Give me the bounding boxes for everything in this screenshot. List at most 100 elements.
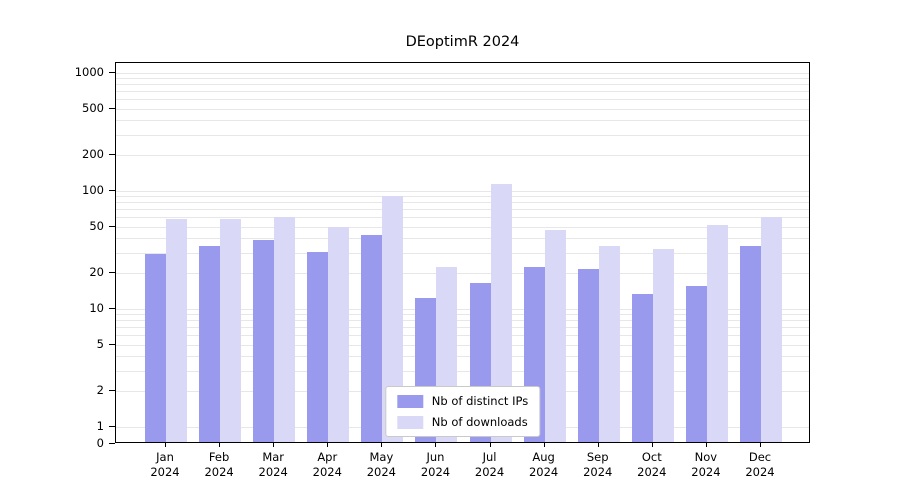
plot-area: Nb of distinct IPs Nb of downloads xyxy=(115,62,810,443)
y-tick-label: 10 xyxy=(89,301,104,315)
y-tick-mark xyxy=(109,72,115,73)
bar-downloads xyxy=(220,218,242,442)
x-tick-label-month: Jul xyxy=(482,450,497,464)
gridline xyxy=(116,91,809,93)
gridline xyxy=(116,344,809,346)
gridline xyxy=(116,191,809,192)
x-tick-label: Apr 2024 xyxy=(292,450,362,480)
legend-label-distinct-ips: Nb of distinct IPs xyxy=(431,394,529,408)
bar-downloads xyxy=(274,216,296,442)
bar-downloads xyxy=(706,224,728,442)
legend-item-distinct-ips: Nb of distinct IPs xyxy=(396,394,529,408)
bar-downloads xyxy=(382,195,404,442)
bar-downloads xyxy=(761,216,782,442)
x-tick-mark xyxy=(543,443,545,447)
legend-item-downloads: Nb of downloads xyxy=(396,415,528,429)
x-tick-label-year: 2024 xyxy=(691,465,721,479)
x-tick-label-month: Nov xyxy=(694,450,718,464)
x-tick-label-month: Jun xyxy=(426,450,445,464)
x-tick-label-year: 2024 xyxy=(637,465,667,479)
gridline xyxy=(116,252,809,254)
gridline xyxy=(116,273,809,275)
x-tick-label: Jan 2024 xyxy=(130,450,200,480)
legend-swatch-distinct-ips xyxy=(396,394,423,408)
x-tick-label-month: Feb xyxy=(208,450,230,464)
x-tick-mark xyxy=(273,443,275,447)
gridline xyxy=(116,73,809,74)
x-tick-mark xyxy=(705,443,707,447)
gridline xyxy=(116,320,809,322)
x-tick-label-month: Mar xyxy=(262,450,285,464)
y-tick-label: 1 xyxy=(96,419,104,433)
x-tick-label-year: 2024 xyxy=(366,465,396,479)
bar-distinct-ips xyxy=(361,234,383,442)
x-tick-label-year: 2024 xyxy=(474,465,505,479)
gridline xyxy=(116,155,809,157)
gridline xyxy=(116,355,809,357)
y-tick-mark xyxy=(109,443,115,444)
gridline xyxy=(116,209,809,211)
x-tick-label: Feb 2024 xyxy=(184,450,254,480)
chart-title: DEoptimR 2024 xyxy=(405,34,520,50)
gridline xyxy=(116,119,809,121)
y-tick-mark xyxy=(109,107,115,109)
y-tick-mark xyxy=(109,343,115,345)
x-tick-mark xyxy=(219,443,221,447)
bar-downloads xyxy=(598,245,620,442)
x-tick-label: Mar 2024 xyxy=(238,450,308,480)
x-tick-mark xyxy=(597,443,599,447)
x-tick-mark xyxy=(651,443,653,447)
x-tick-mark xyxy=(381,443,383,447)
x-tick-label-month: Apr xyxy=(317,450,338,464)
x-tick-label: Jun 2024 xyxy=(400,450,470,480)
gridline xyxy=(116,196,809,198)
y-tick-label: 100 xyxy=(82,183,104,197)
y-tick-label: 200 xyxy=(82,147,104,162)
gridline xyxy=(116,84,809,86)
x-tick-label: May 2024 xyxy=(346,450,416,480)
x-tick-mark xyxy=(489,443,491,447)
x-tick-label: Sep 2024 xyxy=(563,450,633,480)
x-tick-mark xyxy=(327,443,329,447)
y-tick-label: 50 xyxy=(89,218,104,233)
gridline xyxy=(116,237,809,239)
legend-swatch-downloads xyxy=(396,415,423,429)
bar-distinct-ips xyxy=(740,245,761,442)
grid-layer xyxy=(116,63,809,442)
gridline xyxy=(116,78,809,80)
bar-distinct-ips xyxy=(253,239,275,442)
x-tick-label-year: 2024 xyxy=(583,465,613,479)
x-tick-label-month: Aug xyxy=(532,450,555,464)
y-tick-mark xyxy=(109,154,115,156)
bar-downloads xyxy=(166,218,187,442)
x-tick-label-year: 2024 xyxy=(150,465,180,479)
x-tick-label: Nov 2024 xyxy=(671,450,741,480)
y-tick-label: 2 xyxy=(96,383,104,398)
gridline xyxy=(116,217,809,219)
gridline xyxy=(116,226,809,228)
x-tick-label: Dec 2024 xyxy=(725,450,795,480)
bar-distinct-ips xyxy=(631,293,653,442)
gridline xyxy=(116,202,809,204)
x-tick-label: Oct 2024 xyxy=(617,450,687,480)
x-tick-label-year: 2024 xyxy=(528,465,559,479)
y-tick-label: 5 xyxy=(96,336,104,351)
y-tick-label: 1000 xyxy=(74,65,104,79)
x-tick-label-month: May xyxy=(369,450,394,464)
bar-downloads xyxy=(652,249,674,442)
gridline xyxy=(116,99,809,101)
x-tick-label-year: 2024 xyxy=(204,465,234,479)
x-tick-label-year: 2024 xyxy=(420,465,451,479)
x-tick-label-year: 2024 xyxy=(745,465,775,479)
x-tick-label: Jul 2024 xyxy=(455,450,525,480)
bar-downloads xyxy=(328,226,350,442)
bar-layer xyxy=(116,63,809,442)
y-tick-label: 500 xyxy=(82,100,104,115)
y-tick-mark xyxy=(109,272,115,274)
x-tick-mark xyxy=(165,443,166,447)
bar-distinct-ips xyxy=(199,245,221,442)
x-tick-mark xyxy=(760,443,761,447)
x-tick-mark xyxy=(435,443,437,447)
y-tick-mark xyxy=(109,308,115,309)
